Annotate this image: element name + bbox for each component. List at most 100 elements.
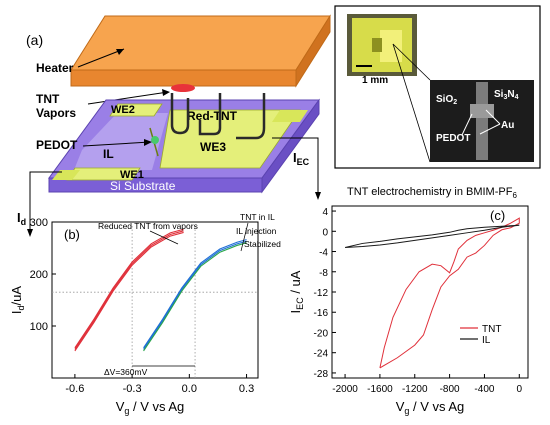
chart-c-ytick-label: 0 xyxy=(322,227,328,238)
chart-b-series-1-trace xyxy=(143,242,247,352)
chart-c-xtick-label: -400 xyxy=(474,384,494,395)
substrate-label: Si Substrate xyxy=(110,179,176,193)
chart-c-ytick-label: -4 xyxy=(319,248,328,259)
chart-b-xtick-label: -0.3 xyxy=(123,383,142,395)
chart-c-xtick-label: -1600 xyxy=(367,384,393,395)
chip-photo-pad xyxy=(380,30,402,62)
we2-pad xyxy=(109,103,163,117)
substrate-side xyxy=(261,98,320,194)
sem-pedot-label: PEDOT xyxy=(436,133,470,144)
chart-b-series-0-trace xyxy=(74,230,184,350)
tnt-vapors-arrowhead xyxy=(162,89,170,96)
we1-label: WE1 xyxy=(120,169,144,181)
chart-c-ytick-label: -24 xyxy=(314,349,329,360)
id-lead xyxy=(29,171,62,233)
chart-c-ytick-label: -20 xyxy=(314,328,329,339)
chart-c-legend-label: TNT xyxy=(482,324,501,335)
we2-label: WE2 xyxy=(111,104,135,116)
chart-c-xtick-label: -2000 xyxy=(332,384,358,395)
il-label: IL xyxy=(103,147,114,161)
heater-front xyxy=(70,69,297,87)
probe-wire-3 xyxy=(236,93,266,140)
il-region xyxy=(74,113,168,170)
id-label: Id xyxy=(17,210,26,227)
chart-c-xtick-label: -1200 xyxy=(402,384,428,395)
panel-c-caption: TNT electrochemistry in BMIM-PF6 xyxy=(347,186,517,200)
chart-c-legend-label: IL xyxy=(482,335,491,346)
scale-bar-label: 1 mm xyxy=(362,75,388,86)
heater-arrowhead xyxy=(116,49,124,55)
sem-si3n4-label: Si3N4 xyxy=(494,89,519,101)
pedot-spot xyxy=(151,136,159,144)
chart-b-annotation-il-injection: IL injection xyxy=(236,226,277,236)
chart-b-ytick-label: 200 xyxy=(30,269,48,281)
panel-a-label: (a) xyxy=(26,32,43,48)
tnt-vapors-label-1: TNT xyxy=(36,92,60,106)
chart-b-annotation-stabilized: Stabilized xyxy=(244,239,281,249)
tnt-vapors-arrow xyxy=(87,91,169,105)
chart-c-ytick-label: 4 xyxy=(322,207,328,218)
zoom-line-2 xyxy=(392,43,431,163)
chart-c-xtick-label: -800 xyxy=(440,384,460,395)
sem-au-label: Au xyxy=(501,120,514,131)
panel-a: (a) Heater TNT Vapors Si Substrate IL WE… xyxy=(17,14,331,237)
chart-c: (c) -2000 -1600 -1200 -800 -400 0 4 0 -4 -8 -12 -16 -… xyxy=(288,205,529,416)
zoom-line-1 xyxy=(392,43,431,81)
probe-wire-1 xyxy=(170,93,190,135)
chart-b-series-1-trace xyxy=(143,240,247,350)
iec-lead-arrowhead xyxy=(315,192,321,200)
sem-au-arrow-1 xyxy=(485,109,501,125)
sem-sio2-label: SiO2 xyxy=(436,94,457,106)
iec-lead xyxy=(272,137,319,196)
probe-wire-2 xyxy=(198,93,222,136)
chart-c-ytick-label: -16 xyxy=(314,308,329,319)
tnt-vapors-label-2: Vapors xyxy=(36,106,76,120)
chart-b-annotation-delta-v: ΔV=360mV xyxy=(104,367,148,377)
heater-arrow xyxy=(77,48,125,68)
iec-label: IEC xyxy=(293,150,310,167)
contact-pad-right xyxy=(272,110,308,122)
chart-b-annotation-reduced-arrow xyxy=(149,230,179,245)
chart-c-ytick-label: -28 xyxy=(314,369,329,380)
sem-pedot-arrow xyxy=(461,113,473,136)
chart-b-ytick-label: 300 xyxy=(30,217,48,229)
chart-c-ytick-label: -12 xyxy=(314,288,329,299)
chart-b-annotation-reduced: Reduced TNT from vapors xyxy=(98,221,198,231)
we3-label: WE3 xyxy=(200,140,226,154)
chart-b-panel-label: (b) xyxy=(64,227,80,242)
chart-c-ylabel: IEC / uA xyxy=(288,270,305,313)
heater-side xyxy=(295,14,331,88)
chart-b-annotation-tnt-in-il: TNT in IL xyxy=(240,212,275,222)
chart-c-xtick-label: 0 xyxy=(517,384,523,395)
chart-b-ytick-label: 100 xyxy=(30,321,48,333)
chart-b-series-1-trace xyxy=(143,239,247,349)
chart-b-ylabel: Id/uA xyxy=(9,286,26,314)
chart-c-xlabel: Vg / V vs Ag xyxy=(396,399,465,416)
chart-b-xlabel: Vg / V vs Ag xyxy=(116,399,185,416)
chart-b: (b) -0.6 -0.3 0.0 0.3 100 200 300 Reduced TNT fr… xyxy=(9,212,281,416)
tnt-vapor-spot xyxy=(171,84,195,92)
sem-au-arrow-2 xyxy=(479,123,501,135)
chart-c-ytick-label: -8 xyxy=(319,268,328,279)
chart-b-xtick-label: 0.3 xyxy=(239,383,254,395)
chip-photo-window xyxy=(372,38,382,52)
chart-b-series-0-trace xyxy=(74,228,184,349)
pedot-arrow xyxy=(82,141,151,147)
heater-label: Heater xyxy=(36,61,74,75)
chart-b-annotation-tnt-arrow xyxy=(240,222,249,252)
chart-b-frame xyxy=(51,221,259,379)
heater-top xyxy=(70,15,331,71)
sem-electrode xyxy=(476,82,488,160)
inset-photos: 1 mm Si3N4 SiO2 Au PEDOT xyxy=(334,5,541,169)
red-tnt-label: Red-TNT xyxy=(187,109,238,123)
sem-pedot xyxy=(470,104,494,118)
chart-b-xtick-label: -0.6 xyxy=(65,383,84,395)
pedot-arrowhead xyxy=(144,139,152,146)
chart-c-series-il-line xyxy=(344,224,520,248)
chart-b-xtick-label: 0.0 xyxy=(182,383,197,395)
chart-b-series-0-trace xyxy=(74,231,184,352)
id-lead-arrowhead xyxy=(27,229,33,237)
pedot-label: PEDOT xyxy=(36,138,78,152)
chart-c-series-tnt-line xyxy=(379,217,520,369)
